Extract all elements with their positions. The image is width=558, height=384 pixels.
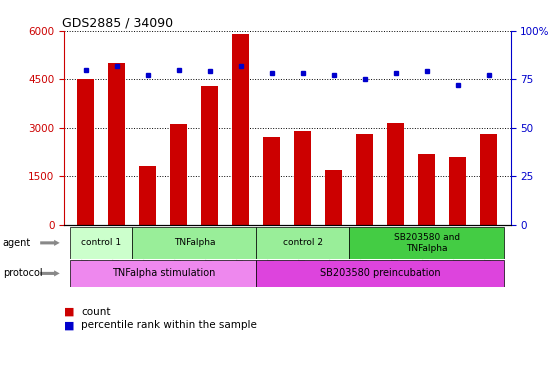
Bar: [256, 227, 349, 259]
Bar: [201, 86, 218, 225]
Text: TNFalpha stimulation: TNFalpha stimulation: [112, 268, 215, 278]
Text: ■: ■: [64, 320, 75, 330]
Text: control 1: control 1: [81, 238, 122, 247]
Text: agent: agent: [3, 238, 31, 248]
Bar: [132, 227, 256, 259]
Text: TNFalpha: TNFalpha: [174, 238, 215, 247]
Bar: [140, 167, 156, 225]
Text: control 2: control 2: [283, 238, 323, 247]
Text: GDS2885 / 34090: GDS2885 / 34090: [62, 17, 173, 30]
Bar: [349, 227, 504, 259]
Text: percentile rank within the sample: percentile rank within the sample: [81, 320, 257, 330]
Bar: [256, 260, 504, 287]
Text: ■: ■: [64, 307, 75, 317]
Bar: [295, 131, 311, 225]
Bar: [357, 134, 373, 225]
Bar: [263, 137, 280, 225]
Bar: [418, 154, 435, 225]
Bar: [232, 34, 249, 225]
Text: protocol: protocol: [3, 268, 42, 278]
Bar: [325, 170, 343, 225]
Bar: [70, 227, 132, 259]
Bar: [70, 260, 256, 287]
Text: SB203580 preincubation: SB203580 preincubation: [320, 268, 441, 278]
Bar: [170, 124, 187, 225]
Text: count: count: [81, 307, 110, 317]
Bar: [387, 123, 405, 225]
Bar: [449, 157, 466, 225]
Bar: [480, 134, 497, 225]
Bar: [108, 63, 126, 225]
Text: SB203580 and
TNFalpha: SB203580 and TNFalpha: [394, 233, 460, 253]
Bar: [78, 79, 94, 225]
